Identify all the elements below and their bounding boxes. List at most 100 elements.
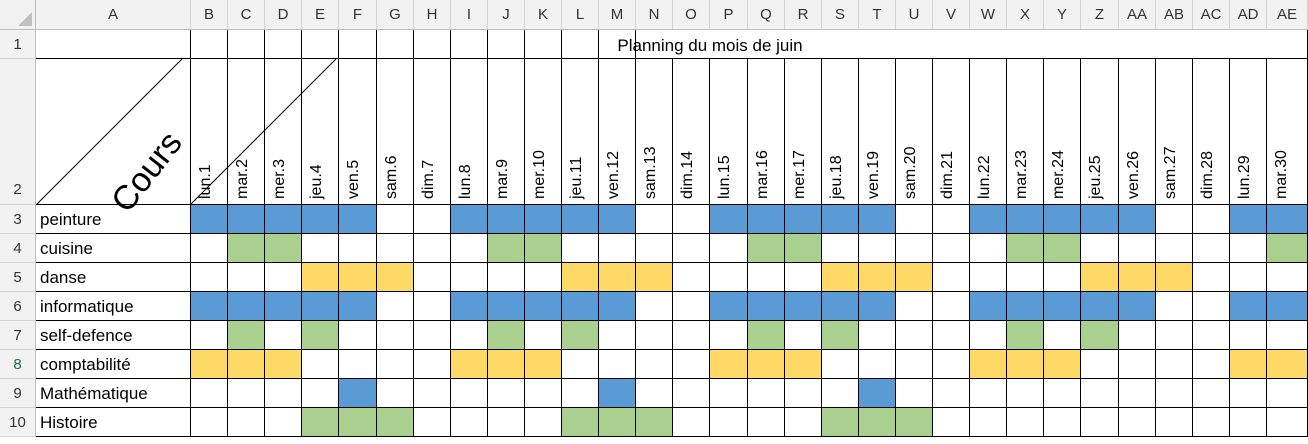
- schedule-cell[interactable]: [377, 321, 414, 350]
- schedule-cell[interactable]: [1156, 292, 1193, 321]
- schedule-cell[interactable]: [673, 263, 710, 292]
- course-name-cell[interactable]: informatique: [36, 292, 191, 321]
- column-header-j[interactable]: J: [488, 0, 525, 30]
- schedule-cell[interactable]: [1119, 205, 1156, 234]
- day-header-cell[interactable]: jeu.25: [1081, 59, 1119, 205]
- schedule-cell[interactable]: [302, 292, 339, 321]
- day-header-cell[interactable]: lun.15: [710, 59, 748, 205]
- day-header-cell[interactable]: mar.2: [228, 59, 265, 205]
- day-header-cell[interactable]: ven.26: [1119, 59, 1156, 205]
- schedule-cell[interactable]: [414, 263, 451, 292]
- schedule-cell[interactable]: [673, 321, 710, 350]
- schedule-cell[interactable]: [1119, 321, 1156, 350]
- column-header-aa[interactable]: AA: [1119, 0, 1156, 30]
- schedule-cell[interactable]: [1119, 234, 1156, 263]
- column-header-y[interactable]: Y: [1044, 0, 1081, 30]
- day-header-cell[interactable]: sam.27: [1156, 59, 1193, 205]
- schedule-cell[interactable]: [859, 408, 896, 437]
- schedule-cell[interactable]: [1119, 292, 1156, 321]
- select-all-corner[interactable]: [0, 0, 36, 30]
- cell-f1[interactable]: [339, 30, 377, 59]
- column-header-ac[interactable]: AC: [1193, 0, 1230, 30]
- schedule-cell[interactable]: [710, 321, 748, 350]
- schedule-cell[interactable]: [896, 292, 933, 321]
- schedule-cell[interactable]: [599, 350, 636, 379]
- schedule-cell[interactable]: [1267, 408, 1308, 437]
- schedule-cell[interactable]: [822, 292, 859, 321]
- schedule-cell[interactable]: [896, 321, 933, 350]
- schedule-cell[interactable]: [1007, 321, 1044, 350]
- schedule-cell[interactable]: [1007, 408, 1044, 437]
- row-header-5[interactable]: 5: [0, 263, 36, 292]
- schedule-cell[interactable]: [1156, 379, 1193, 408]
- schedule-cell[interactable]: [1230, 263, 1267, 292]
- row-header-2[interactable]: 2: [0, 59, 36, 205]
- schedule-cell[interactable]: [1267, 321, 1308, 350]
- schedule-cell[interactable]: [265, 321, 302, 350]
- schedule-cell[interactable]: [339, 234, 377, 263]
- column-header-b[interactable]: B: [191, 0, 228, 30]
- schedule-cell[interactable]: [970, 379, 1007, 408]
- schedule-cell[interactable]: [1193, 379, 1230, 408]
- schedule-cell[interactable]: [710, 408, 748, 437]
- row-header-8[interactable]: 8: [0, 350, 36, 379]
- schedule-cell[interactable]: [1007, 379, 1044, 408]
- schedule-cell[interactable]: [785, 292, 822, 321]
- day-header-cell[interactable]: dim.28: [1193, 59, 1230, 205]
- schedule-cell[interactable]: [822, 350, 859, 379]
- schedule-cell[interactable]: [673, 292, 710, 321]
- column-header-x[interactable]: X: [1007, 0, 1044, 30]
- schedule-cell[interactable]: [1044, 350, 1081, 379]
- schedule-cell[interactable]: [933, 292, 970, 321]
- cell-e1[interactable]: [302, 30, 339, 59]
- schedule-cell[interactable]: [785, 350, 822, 379]
- schedule-cell[interactable]: [265, 205, 302, 234]
- schedule-cell[interactable]: [414, 292, 451, 321]
- schedule-cell[interactable]: [859, 205, 896, 234]
- schedule-cell[interactable]: [265, 408, 302, 437]
- schedule-cell[interactable]: [785, 205, 822, 234]
- cell-a1[interactable]: [36, 30, 191, 59]
- schedule-cell[interactable]: [302, 263, 339, 292]
- row-header-10[interactable]: 10: [0, 408, 36, 437]
- schedule-cell[interactable]: [1081, 234, 1119, 263]
- schedule-cell[interactable]: [562, 234, 599, 263]
- schedule-cell[interactable]: [451, 321, 488, 350]
- schedule-cell[interactable]: [785, 379, 822, 408]
- schedule-cell[interactable]: [896, 234, 933, 263]
- schedule-cell[interactable]: [1230, 408, 1267, 437]
- schedule-cell[interactable]: [785, 408, 822, 437]
- column-header-o[interactable]: O: [673, 0, 710, 30]
- column-header-ad[interactable]: AD: [1230, 0, 1267, 30]
- schedule-cell[interactable]: [191, 263, 228, 292]
- schedule-cell[interactable]: [1007, 263, 1044, 292]
- schedule-cell[interactable]: [377, 408, 414, 437]
- schedule-cell[interactable]: [1119, 263, 1156, 292]
- day-header-cell[interactable]: mer.10: [525, 59, 562, 205]
- schedule-cell[interactable]: [970, 234, 1007, 263]
- row-header-7[interactable]: 7: [0, 321, 36, 350]
- schedule-cell[interactable]: [599, 321, 636, 350]
- schedule-cell[interactable]: [1007, 350, 1044, 379]
- schedule-cell[interactable]: [302, 379, 339, 408]
- column-header-v[interactable]: V: [933, 0, 970, 30]
- schedule-cell[interactable]: [562, 350, 599, 379]
- schedule-cell[interactable]: [636, 321, 673, 350]
- schedule-cell[interactable]: [1156, 263, 1193, 292]
- schedule-cell[interactable]: [1081, 408, 1119, 437]
- day-header-cell[interactable]: sam.13: [636, 59, 673, 205]
- schedule-cell[interactable]: [970, 350, 1007, 379]
- schedule-cell[interactable]: [525, 263, 562, 292]
- schedule-cell[interactable]: [896, 379, 933, 408]
- schedule-cell[interactable]: [525, 292, 562, 321]
- schedule-cell[interactable]: [1044, 321, 1081, 350]
- schedule-cell[interactable]: [1156, 205, 1193, 234]
- schedule-cell[interactable]: [1156, 234, 1193, 263]
- column-header-m[interactable]: M: [599, 0, 636, 30]
- schedule-cell[interactable]: [859, 350, 896, 379]
- schedule-cell[interactable]: [265, 379, 302, 408]
- cell-o1[interactable]: [673, 30, 710, 59]
- schedule-cell[interactable]: [1081, 379, 1119, 408]
- schedule-cell[interactable]: [414, 379, 451, 408]
- day-header-cell[interactable]: mar.30: [1267, 59, 1308, 205]
